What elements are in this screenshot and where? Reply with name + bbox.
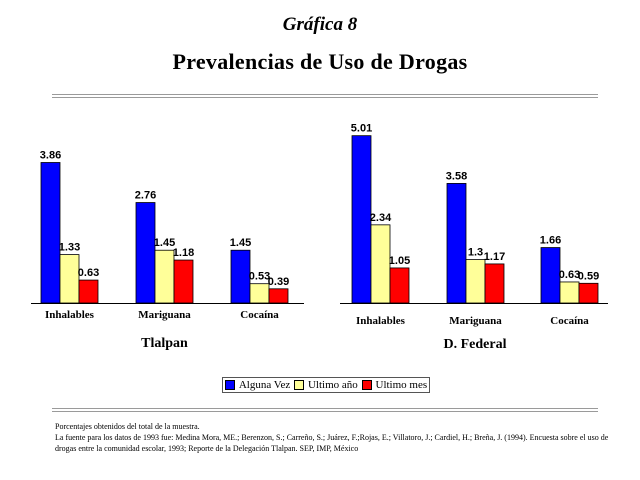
bar-d-federal-mariguana-ultimo-ano bbox=[465, 259, 486, 304]
data-label-d-federal-cocaina-alguna-vez: 1.66 bbox=[540, 235, 561, 247]
chart-title-d-federal: D. Federal bbox=[444, 337, 507, 352]
legend-item-ultimo-anio: Ultimo año bbox=[293, 379, 358, 391]
legend-swatch-ultimo-mes bbox=[361, 380, 372, 390]
data-label-d-federal-inhalables-ultimo-mes: 1.05 bbox=[389, 255, 410, 267]
bar-d-federal-cocaina-alguna-vez bbox=[540, 247, 561, 304]
bar-tlalpan-mariguana-alguna-vez bbox=[135, 202, 156, 304]
bar-d-federal-cocaina-ultimo-ano bbox=[559, 281, 580, 304]
legend-item-ultimo-mes: Ultimo mes bbox=[361, 379, 428, 391]
footnote-sample: Porcentajes obtenidos del total de la mu… bbox=[55, 422, 200, 431]
legend: Alguna Vez Ultimo año Ultimo mes bbox=[222, 377, 430, 393]
page-title: Prevalencias de Uso de Drogas bbox=[172, 49, 468, 74]
legend-label-ultimo-anio: Ultimo año bbox=[307, 379, 358, 391]
bottom-rule-2 bbox=[52, 411, 598, 412]
legend-item-alguna-vez: Alguna Vez bbox=[224, 379, 291, 391]
data-label-d-federal-inhalables-alguna-vez: 5.01 bbox=[351, 123, 372, 135]
bar-tlalpan-cocaina-alguna-vez bbox=[230, 249, 251, 304]
data-label-tlalpan-mariguana-ultimo-ano: 1.45 bbox=[154, 237, 175, 249]
bar-d-federal-cocaina-ultimo-mes bbox=[578, 282, 599, 304]
data-label-d-federal-cocaina-ultimo-mes: 0.59 bbox=[578, 270, 599, 282]
bar-tlalpan-cocaina-ultimo-ano bbox=[249, 283, 270, 304]
figure-label: Gráfica 8 bbox=[282, 14, 358, 35]
bar-tlalpan-inhalables-ultimo-ano bbox=[59, 254, 80, 304]
data-label-d-federal-mariguana-ultimo-mes: 1.17 bbox=[484, 251, 505, 263]
bar-tlalpan-inhalables-ultimo-mes bbox=[78, 279, 99, 304]
category-label-tlalpan-inhalables: Inhalables bbox=[45, 309, 95, 321]
data-label-tlalpan-inhalables-ultimo-mes: 0.63 bbox=[78, 267, 99, 279]
top-rule bbox=[52, 94, 598, 95]
chart-title-tlalpan: Tlalpan bbox=[141, 336, 188, 351]
data-label-d-federal-inhalables-ultimo-ano: 2.34 bbox=[370, 212, 392, 224]
bar-tlalpan-mariguana-ultimo-ano bbox=[154, 249, 175, 304]
bar-tlalpan-mariguana-ultimo-mes bbox=[173, 259, 194, 304]
top-rule-2 bbox=[52, 97, 598, 98]
bar-d-federal-mariguana-ultimo-mes bbox=[484, 263, 505, 304]
legend-swatch-alguna-vez bbox=[224, 380, 235, 390]
data-label-tlalpan-cocaina-ultimo-ano: 0.53 bbox=[249, 271, 270, 283]
bar-d-federal-inhalables-ultimo-ano bbox=[370, 224, 391, 304]
data-label-tlalpan-mariguana-ultimo-mes: 1.18 bbox=[173, 247, 194, 259]
category-label-tlalpan-cocaina: Cocaína bbox=[240, 309, 279, 321]
legend-label-alguna-vez: Alguna Vez bbox=[238, 379, 291, 391]
bar-tlalpan-inhalables-alguna-vez bbox=[40, 162, 61, 304]
bar-d-federal-inhalables-alguna-vez bbox=[351, 135, 372, 304]
data-label-d-federal-mariguana-ultimo-ano: 1.3 bbox=[468, 247, 483, 259]
data-label-tlalpan-inhalables-alguna-vez: 3.86 bbox=[40, 149, 61, 161]
bar-tlalpan-cocaina-ultimo-mes bbox=[268, 288, 289, 304]
footnotes: Porcentajes obtenidos del total de la mu… bbox=[55, 421, 615, 454]
bottom-rule bbox=[52, 408, 598, 409]
legend-swatch-ultimo-anio bbox=[293, 380, 304, 390]
category-label-d-federal-inhalables: Inhalables bbox=[356, 315, 406, 327]
legend-label-ultimo-mes: Ultimo mes bbox=[375, 379, 428, 391]
category-label-d-federal-mariguana: Mariguana bbox=[449, 315, 502, 327]
bar-d-federal-inhalables-ultimo-mes bbox=[389, 267, 410, 304]
data-label-tlalpan-mariguana-alguna-vez: 2.76 bbox=[135, 190, 156, 202]
bar-d-federal-mariguana-alguna-vez bbox=[446, 183, 467, 304]
data-label-d-federal-cocaina-ultimo-ano: 0.63 bbox=[559, 269, 580, 281]
category-label-tlalpan-mariguana: Mariguana bbox=[138, 309, 191, 321]
data-label-tlalpan-cocaina-ultimo-mes: 0.39 bbox=[268, 276, 289, 288]
data-label-tlalpan-cocaina-alguna-vez: 1.45 bbox=[230, 237, 251, 249]
data-label-tlalpan-inhalables-ultimo-ano: 1.33 bbox=[59, 242, 80, 254]
footnote-source: La fuente para los datos de 1993 fue: Me… bbox=[55, 433, 609, 453]
data-label-d-federal-mariguana-alguna-vez: 3.58 bbox=[446, 170, 467, 182]
category-label-d-federal-cocaina: Cocaína bbox=[550, 315, 589, 327]
